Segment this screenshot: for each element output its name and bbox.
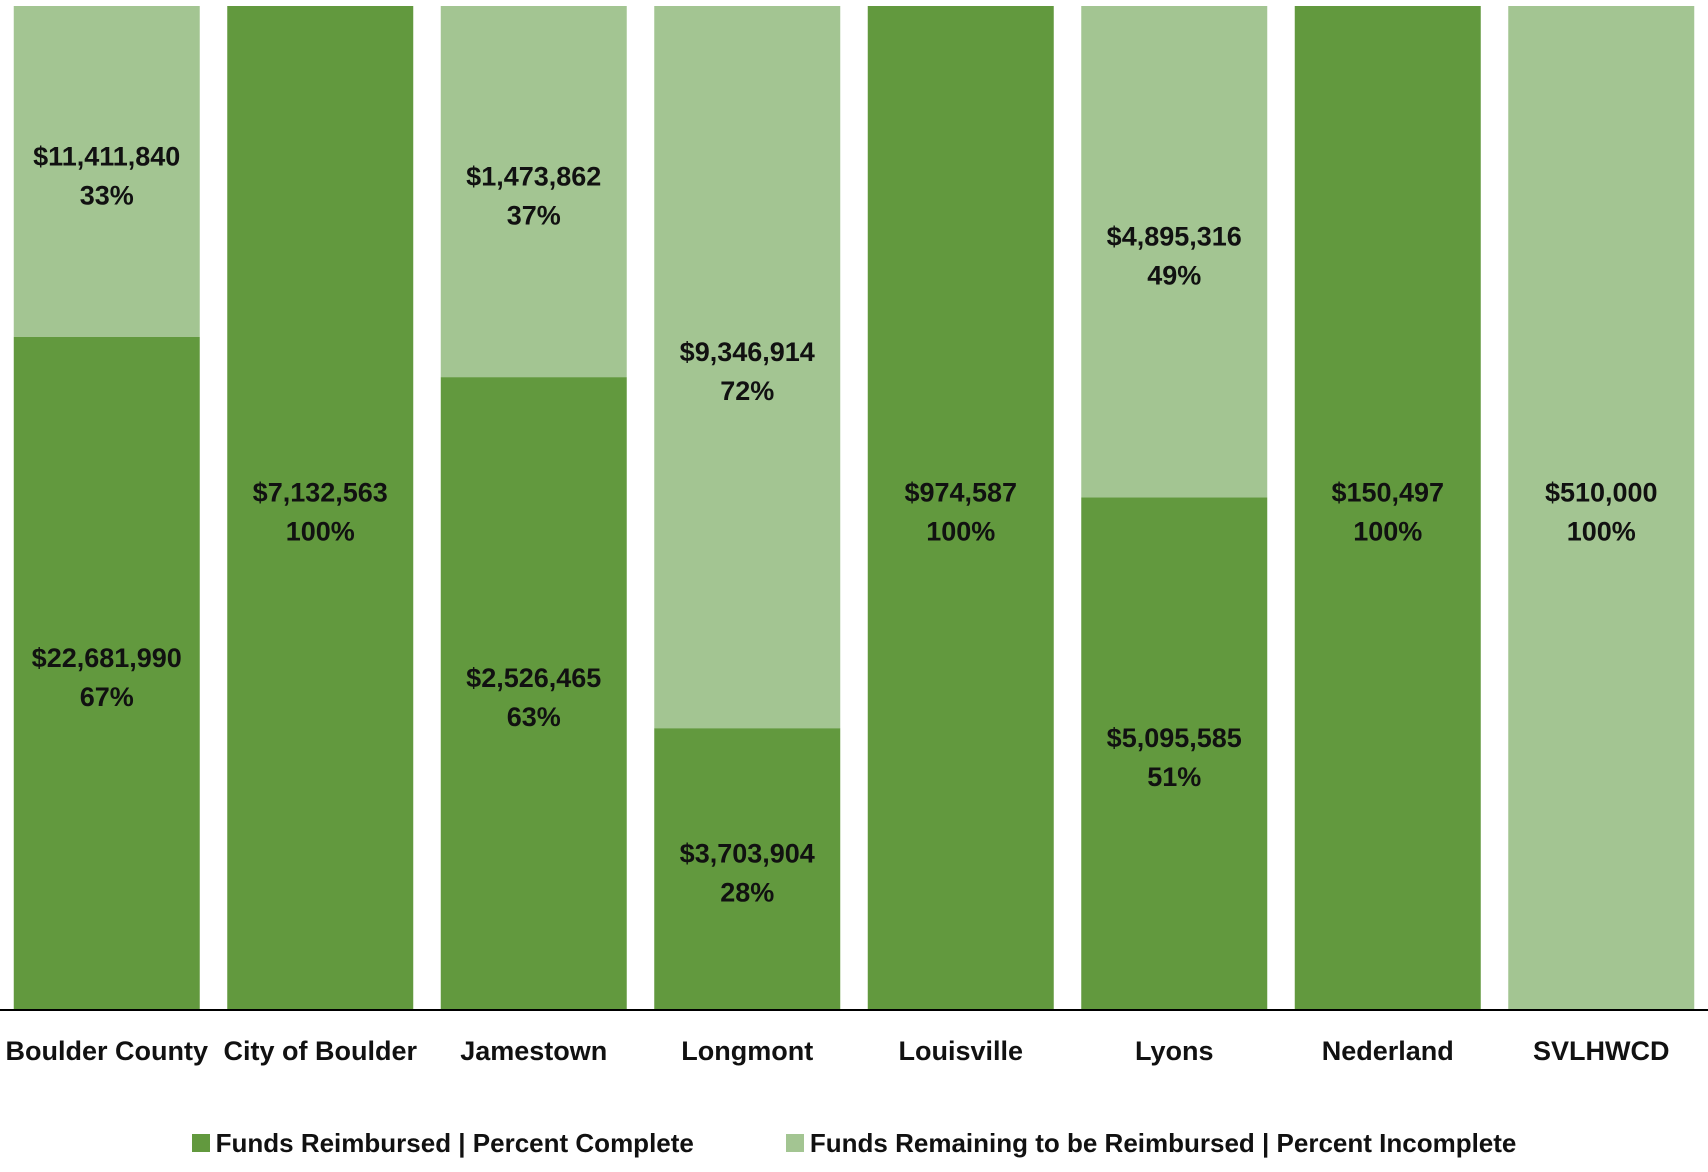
bar-reimbursed-jamestown: [440, 377, 627, 1009]
data-label-percent-reimbursed-city-of-boulder: 100%: [286, 517, 355, 547]
data-label-amount-remaining-jamestown: $1,473,862: [466, 162, 601, 192]
bar-reimbursed-city-of-boulder: [227, 6, 414, 1009]
x-tick-label-jamestown: Jamestown: [460, 1036, 607, 1066]
data-label-amount-remaining-longmont: $9,346,914: [680, 337, 815, 367]
bar-remaining-boulder-county: [13, 6, 200, 337]
bar-reimbursed-boulder-county: [13, 336, 200, 1009]
bar-reimbursed-lyons: [1081, 497, 1268, 1009]
legend-item-reimbursed: Funds Reimbursed | Percent Complete: [191, 1127, 694, 1159]
data-label-amount-reimbursed-louisville: $974,587: [904, 478, 1017, 508]
x-tick-label-svlhwcd: SVLHWCD: [1533, 1036, 1670, 1066]
x-tick-label-louisville: Louisville: [898, 1036, 1023, 1066]
bar-reimbursed-nederland: [1294, 6, 1481, 1009]
x-tick-label-lyons: Lyons: [1135, 1036, 1214, 1066]
x-tick-label-boulder-county: Boulder County: [6, 1036, 209, 1066]
stacked-bar-chart: $22,681,990 67% $11,411,840 33% Boulder Coun…: [0, 6, 1708, 1066]
data-label-amount-reimbursed-jamestown: $2,526,465: [466, 663, 601, 693]
legend-swatch-remaining: [785, 1134, 804, 1152]
bar-remaining-jamestown: [440, 6, 627, 378]
data-label-percent-remaining-longmont: 72%: [720, 376, 774, 406]
data-label-percent-reimbursed-nederland: 100%: [1353, 517, 1422, 547]
bar-reimbursed-longmont: [654, 728, 841, 1009]
data-label-percent-remaining-boulder-county: 33%: [80, 180, 134, 210]
data-label-amount-reimbursed-nederland: $150,497: [1331, 478, 1444, 508]
legend: Funds Reimbursed | Percent Complete Fund…: [0, 1123, 1708, 1163]
x-tick-label-nederland: Nederland: [1322, 1036, 1454, 1066]
data-label-amount-reimbursed-lyons: $5,095,585: [1107, 723, 1242, 753]
data-label-percent-reimbursed-jamestown: 63%: [507, 702, 561, 732]
legend-label-reimbursed: Funds Reimbursed | Percent Complete: [215, 1127, 694, 1158]
data-label-amount-reimbursed-longmont: $3,703,904: [680, 839, 815, 869]
legend-label-remaining: Funds Remaining to be Reimbursed | Perce…: [809, 1127, 1517, 1158]
legend-swatch-reimbursed: [191, 1134, 210, 1152]
bar-reimbursed-louisville: [867, 6, 1054, 1009]
data-label-percent-reimbursed-boulder-county: 67%: [80, 682, 134, 712]
data-label-amount-reimbursed-city-of-boulder: $7,132,563: [253, 478, 388, 508]
x-tick-label-longmont: Longmont: [681, 1036, 813, 1066]
x-tick-label-city-of-boulder: City of Boulder: [224, 1036, 418, 1066]
data-label-amount-reimbursed-boulder-county: $22,681,990: [32, 643, 182, 673]
bar-remaining-svlhwcd: [1508, 6, 1695, 1009]
data-label-percent-remaining-lyons: 49%: [1147, 261, 1201, 291]
data-label-amount-remaining-lyons: $4,895,316: [1107, 222, 1242, 252]
data-label-percent-reimbursed-lyons: 51%: [1147, 762, 1201, 792]
data-label-amount-remaining-boulder-county: $11,411,840: [33, 141, 180, 171]
data-label-percent-reimbursed-longmont: 28%: [720, 878, 774, 908]
data-label-percent-reimbursed-louisville: 100%: [926, 517, 995, 547]
data-label-percent-remaining-jamestown: 37%: [507, 201, 561, 231]
bar-remaining-longmont: [654, 6, 841, 729]
legend-item-remaining: Funds Remaining to be Reimbursed | Perce…: [785, 1127, 1517, 1159]
bar-remaining-lyons: [1081, 6, 1268, 498]
data-label-percent-remaining-svlhwcd: 100%: [1567, 517, 1636, 547]
data-label-amount-remaining-svlhwcd: $510,000: [1545, 478, 1658, 508]
